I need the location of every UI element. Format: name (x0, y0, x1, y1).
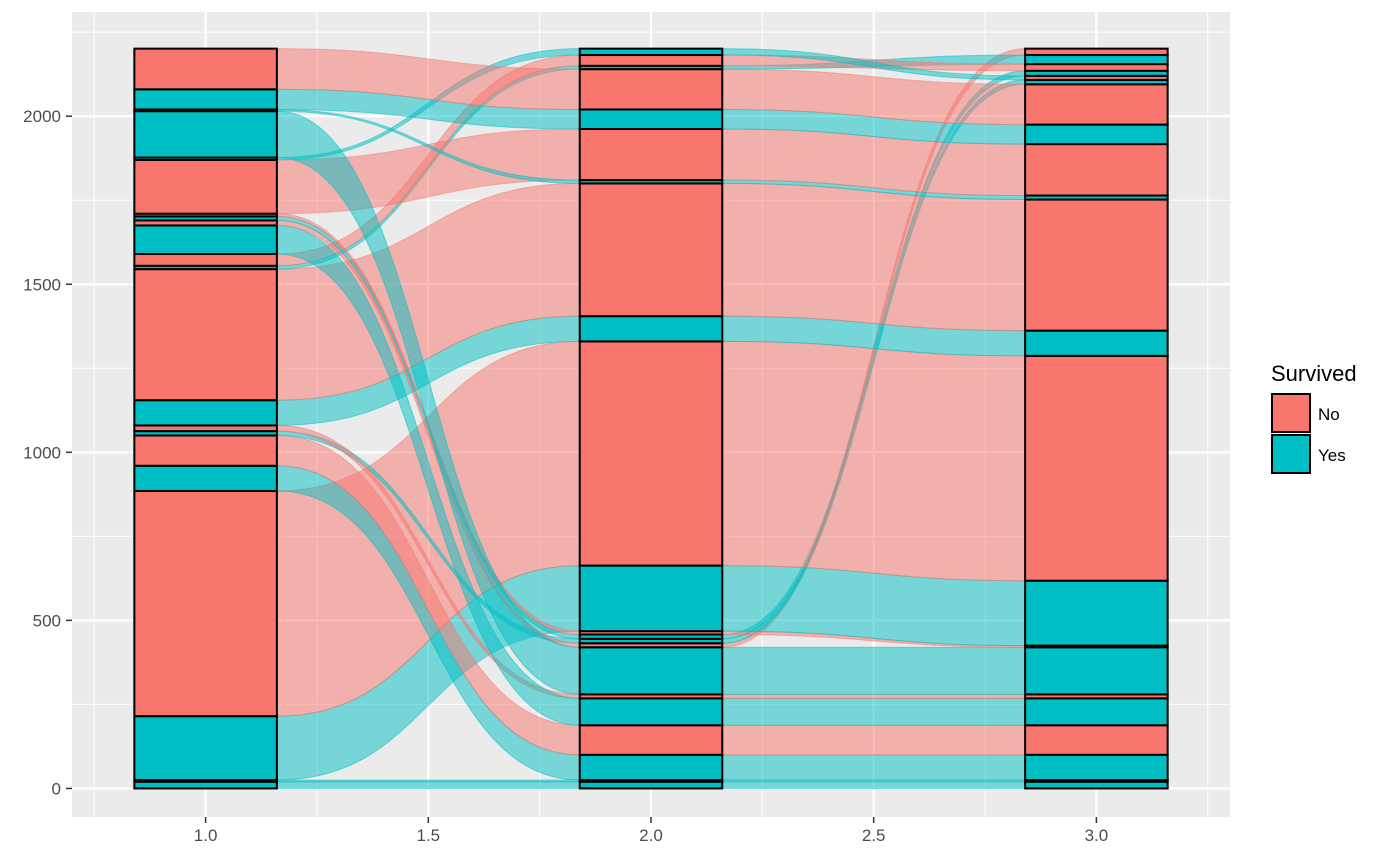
stratum-axis2-20 (578, 54, 724, 67)
stratum-axis2-13 (578, 315, 724, 343)
stratum-axis1-4 (133, 464, 278, 492)
x-tick-label: 1.0 (194, 826, 218, 845)
stratum-axis3-4 (1024, 697, 1169, 727)
stratum-axis3-0 (1024, 780, 1169, 790)
flow-no-27 (721, 693, 1026, 699)
y-tick-label: 2000 (23, 107, 61, 126)
flow-no-34 (721, 340, 1026, 582)
stratum-axis1-8 (133, 399, 278, 427)
stratum-axis1-11 (133, 253, 278, 267)
y-axis: 0 500 1000 1500 2000 (23, 107, 72, 798)
stratum-axis1-20 (133, 88, 278, 111)
y-tick-label: 1000 (23, 443, 61, 462)
legend-label-no: No (1318, 405, 1340, 424)
stratum-axis2-11 (578, 564, 724, 633)
stratum-axis2-3 (578, 724, 724, 756)
stratum-axis1-2 (133, 715, 278, 782)
flow-yes-0 (276, 781, 581, 789)
stratum-axis3-9 (1024, 354, 1169, 582)
x-axis: 1.0 1.5 2.0 2.5 3.0 (194, 817, 1108, 845)
y-tick-label: 0 (52, 779, 61, 798)
flow-yes-1 (276, 779, 581, 783)
stratum-axis3-2 (1024, 753, 1169, 782)
x-tick-label: 1.5 (416, 826, 440, 845)
stratum-axis3-19 (1024, 63, 1169, 72)
legend-key-no (1271, 393, 1311, 433)
stratum-axis1-16 (133, 158, 278, 215)
stratum-axis2-21 (578, 47, 724, 57)
stratum-axis2-14 (578, 182, 724, 318)
flow-yes-28 (721, 646, 1026, 695)
flow-yes-26 (721, 697, 1026, 726)
y-tick-label: 500 (33, 611, 61, 630)
stratum-axis1-0 (133, 780, 278, 790)
stratum-axis3-20 (1024, 54, 1169, 66)
stratum-axis1-9 (133, 268, 278, 402)
y-tick-label: 1500 (23, 275, 61, 294)
legend-label-yes: Yes (1318, 446, 1346, 465)
x-tick-label: 3.0 (1085, 826, 1109, 845)
stratum-axis3-11 (1024, 198, 1169, 332)
flow-no-25 (721, 724, 1026, 756)
stratum-axis1-5 (133, 434, 278, 467)
stratum-axis2-12 (578, 340, 724, 567)
stratum-axis2-18 (578, 68, 724, 111)
x-tick-label: 2.5 (862, 826, 886, 845)
stratum-axis3-3 (1024, 724, 1169, 756)
stratum-axis3-13 (1024, 143, 1169, 197)
stratum-axis1-12 (133, 224, 278, 256)
legend-title: Survived (1271, 361, 1357, 386)
flow-yes-22 (721, 781, 1026, 789)
stratum-axis3-21 (1024, 47, 1169, 57)
stratum-axis3-6 (1024, 646, 1169, 696)
stratum-axis3-10 (1024, 329, 1169, 357)
legend: Survived No Yes (1271, 361, 1357, 474)
flow-no-36 (721, 182, 1026, 332)
stratum-axis2-16 (578, 127, 724, 182)
stratum-axis3-8 (1024, 579, 1169, 647)
alluvial-flows (276, 48, 1026, 789)
x-tick-label: 2.0 (639, 826, 663, 845)
stratum-axis2-17 (578, 108, 724, 130)
stratum-axis2-0 (578, 780, 724, 790)
legend-key-yes (1271, 434, 1311, 474)
stratum-axis1-21 (133, 47, 278, 91)
stratum-axis1-3 (133, 489, 278, 718)
stratum-axis2-2 (578, 753, 724, 782)
strata (133, 47, 1169, 790)
stratum-axis2-4 (578, 697, 724, 727)
stratum-axis2-6 (578, 646, 724, 696)
stratum-axis3-14 (1024, 123, 1169, 146)
stratum-axis1-18 (133, 110, 278, 159)
flow-yes-24 (721, 754, 1026, 781)
stratum-axis3-15 (1024, 83, 1169, 126)
